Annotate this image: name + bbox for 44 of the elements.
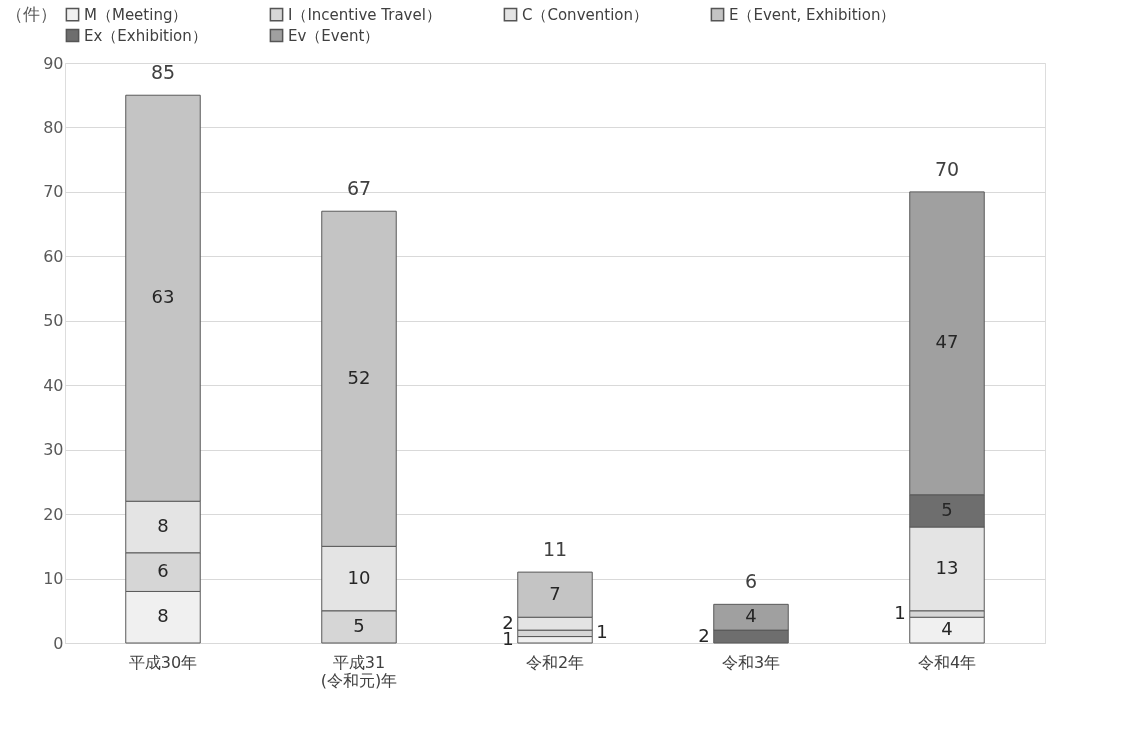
data-label: 4 <box>745 605 757 627</box>
data-label: 5 <box>941 498 953 520</box>
data-label: 63 <box>151 286 175 308</box>
x-tick-label: 令和2年 <box>525 653 585 672</box>
y-tick-label: 40 <box>43 375 64 395</box>
total-label: 70 <box>934 157 960 180</box>
total-label: 6 <box>744 570 758 593</box>
y-tick-label: 60 <box>43 246 64 266</box>
total-label: 67 <box>346 177 372 200</box>
x-tick-label: 平成31 (令和元)年 <box>320 653 398 690</box>
x-tick-label: 令和3年 <box>721 653 781 672</box>
total-label: 85 <box>150 61 176 84</box>
y-tick-label: 0 <box>53 633 64 653</box>
data-label: 47 <box>935 331 959 353</box>
x-tick-label: 平成30年 <box>128 653 198 672</box>
data-label: 1 <box>596 621 608 643</box>
total-label: 11 <box>542 538 568 561</box>
legend-label: I（Incentive Travel） <box>288 5 441 24</box>
y-tick-label: 70 <box>43 182 64 202</box>
y-axis-title: （件） <box>5 3 57 24</box>
data-label: 4 <box>941 618 953 640</box>
data-label: 6 <box>157 560 169 582</box>
data-label: 10 <box>347 566 371 588</box>
y-tick-label: 50 <box>43 311 64 331</box>
data-label: 1 <box>894 602 906 623</box>
legend-label: M（Meeting） <box>84 5 188 24</box>
x-tick-label: 令和4年 <box>917 653 977 672</box>
y-tick-label: 30 <box>43 440 64 460</box>
y-tick-label: 80 <box>43 117 64 137</box>
legend-label: Ev（Event） <box>288 26 380 45</box>
data-label: 7 <box>549 582 561 604</box>
y-tick-label: 90 <box>43 53 64 73</box>
data-label: 5 <box>353 614 365 636</box>
data-label: 2 <box>502 611 514 633</box>
legend-label: E（Event, Exhibition） <box>729 5 896 24</box>
data-label: 2 <box>698 624 710 646</box>
legend-label: C（Convention） <box>522 5 648 24</box>
data-label: 8 <box>157 515 169 536</box>
data-label: 52 <box>347 366 371 388</box>
y-tick-label: 10 <box>43 569 64 589</box>
data-label: 13 <box>935 556 959 578</box>
data-label: 8 <box>157 605 169 627</box>
y-tick-label: 20 <box>43 504 64 524</box>
legend-label: Ex（Exhibition） <box>84 26 207 45</box>
